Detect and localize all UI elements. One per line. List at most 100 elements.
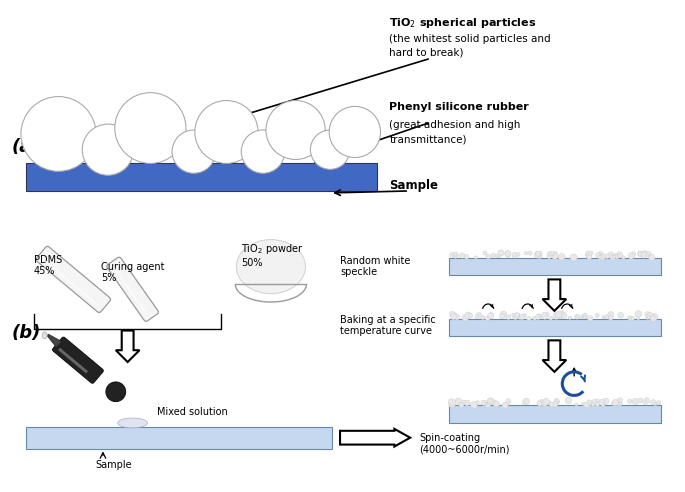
Circle shape	[495, 254, 499, 257]
Circle shape	[505, 250, 511, 257]
Circle shape	[500, 311, 507, 318]
Text: Mixed solution: Mixed solution	[158, 407, 228, 417]
Circle shape	[547, 400, 551, 405]
Circle shape	[513, 254, 517, 258]
Circle shape	[484, 401, 488, 405]
Text: (the whitest solid particles and
hard to break): (the whitest solid particles and hard to…	[389, 33, 551, 58]
Text: Sample: Sample	[389, 179, 438, 192]
Circle shape	[523, 398, 530, 404]
Circle shape	[646, 251, 651, 256]
Text: TiO$_2$ powder
50%: TiO$_2$ powder 50%	[241, 242, 304, 268]
Circle shape	[82, 124, 134, 175]
Circle shape	[617, 252, 623, 258]
Circle shape	[621, 256, 625, 259]
Circle shape	[475, 401, 480, 404]
Circle shape	[645, 311, 650, 317]
Circle shape	[462, 400, 465, 403]
Circle shape	[611, 401, 616, 406]
Circle shape	[582, 313, 587, 318]
Circle shape	[499, 313, 505, 319]
Circle shape	[591, 400, 597, 405]
Circle shape	[617, 398, 623, 403]
Text: Curing agent
5%: Curing agent 5%	[101, 262, 164, 283]
Circle shape	[557, 314, 562, 319]
Circle shape	[638, 398, 643, 403]
Circle shape	[541, 312, 548, 319]
Circle shape	[614, 253, 619, 258]
Circle shape	[537, 253, 542, 258]
Circle shape	[592, 403, 595, 406]
Circle shape	[106, 382, 125, 401]
Circle shape	[550, 251, 554, 256]
Circle shape	[498, 250, 504, 256]
Circle shape	[649, 254, 655, 261]
Circle shape	[632, 399, 638, 405]
Circle shape	[642, 250, 647, 256]
Circle shape	[488, 313, 494, 319]
Circle shape	[536, 251, 539, 254]
Polygon shape	[58, 348, 88, 373]
Circle shape	[540, 399, 543, 402]
Text: Baking at a specific
temperature curve: Baking at a specific temperature curve	[340, 315, 436, 337]
Circle shape	[582, 402, 584, 405]
Circle shape	[553, 313, 560, 319]
Polygon shape	[47, 334, 62, 347]
Circle shape	[195, 100, 258, 163]
Text: (b): (b)	[12, 325, 42, 342]
Circle shape	[603, 398, 609, 404]
Circle shape	[528, 251, 532, 255]
Circle shape	[638, 251, 643, 256]
Circle shape	[493, 401, 499, 407]
Circle shape	[559, 310, 565, 317]
Circle shape	[601, 402, 605, 407]
Text: Phenyl silicone rubber: Phenyl silicone rubber	[389, 102, 530, 113]
Circle shape	[588, 251, 593, 255]
Circle shape	[459, 402, 464, 407]
Circle shape	[533, 316, 536, 320]
Circle shape	[638, 399, 643, 403]
Circle shape	[561, 313, 567, 319]
Circle shape	[453, 252, 458, 258]
Circle shape	[585, 252, 590, 257]
Circle shape	[522, 401, 525, 404]
Polygon shape	[543, 340, 566, 372]
Circle shape	[571, 254, 577, 261]
Circle shape	[638, 251, 643, 256]
Circle shape	[486, 316, 490, 321]
Circle shape	[599, 255, 604, 260]
Circle shape	[558, 253, 565, 260]
Circle shape	[486, 254, 490, 259]
Circle shape	[584, 402, 589, 407]
Circle shape	[536, 314, 540, 319]
Circle shape	[519, 314, 525, 319]
FancyBboxPatch shape	[36, 246, 111, 312]
Circle shape	[594, 399, 600, 405]
Circle shape	[502, 402, 508, 408]
FancyBboxPatch shape	[449, 405, 661, 423]
Text: Random white
speckle: Random white speckle	[340, 256, 410, 277]
Circle shape	[608, 252, 614, 257]
Circle shape	[497, 254, 501, 258]
Text: Spin-coating
(4000~6000r/min): Spin-coating (4000~6000r/min)	[419, 433, 510, 455]
Circle shape	[553, 251, 557, 255]
Polygon shape	[340, 429, 410, 447]
Circle shape	[546, 312, 549, 316]
Circle shape	[616, 403, 620, 406]
Circle shape	[465, 312, 472, 319]
Circle shape	[576, 315, 580, 319]
Circle shape	[631, 252, 636, 257]
Circle shape	[552, 401, 558, 407]
Circle shape	[21, 96, 96, 171]
FancyBboxPatch shape	[449, 258, 661, 276]
Circle shape	[554, 399, 559, 403]
Circle shape	[635, 310, 642, 317]
Circle shape	[471, 401, 477, 408]
Circle shape	[527, 316, 531, 321]
Circle shape	[575, 403, 578, 406]
Polygon shape	[543, 279, 566, 311]
Circle shape	[449, 311, 455, 316]
Circle shape	[596, 252, 601, 258]
Circle shape	[523, 314, 527, 317]
Circle shape	[115, 92, 186, 163]
Circle shape	[266, 100, 325, 159]
